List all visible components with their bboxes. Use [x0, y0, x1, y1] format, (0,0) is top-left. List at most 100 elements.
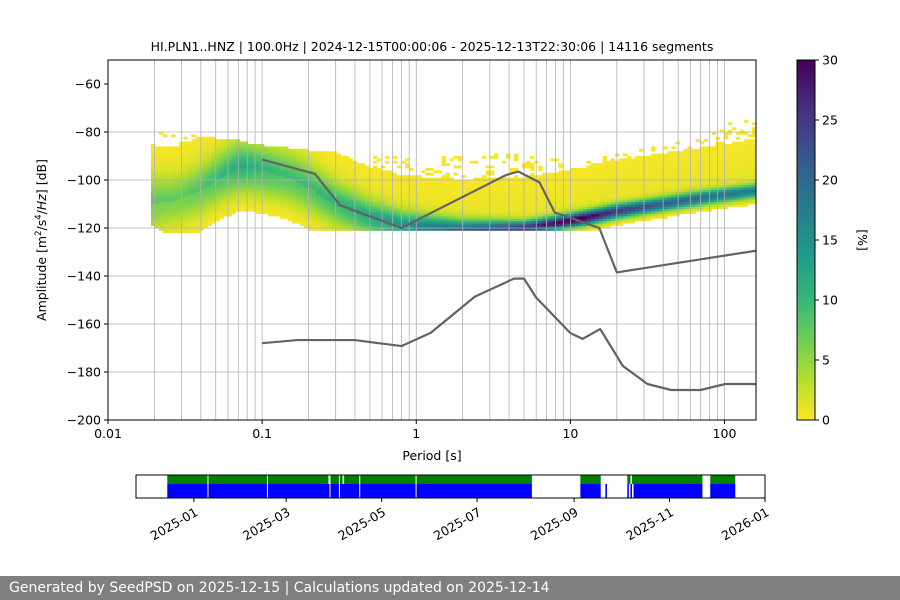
psd-cell	[582, 196, 587, 200]
psd-cell	[509, 204, 515, 207]
psd-cell	[485, 194, 491, 198]
psd-cell	[574, 194, 579, 198]
psd-cell	[449, 196, 454, 200]
psd-cell	[348, 170, 354, 174]
psd-cell	[405, 187, 410, 190]
psd-cell	[199, 206, 204, 210]
psd-cell	[388, 225, 394, 229]
psd-cell	[405, 165, 410, 169]
psd-cell	[263, 201, 269, 205]
psd-cell	[679, 199, 684, 202]
psd-cell	[578, 211, 583, 214]
psd-cell	[465, 182, 471, 186]
psd-cell	[723, 170, 729, 174]
psd-cell	[751, 139, 756, 142]
psd-cell	[602, 177, 608, 181]
psd-cell	[191, 213, 196, 217]
psd-cell	[388, 180, 394, 183]
psd-cell	[288, 216, 293, 219]
psd-cell	[747, 172, 753, 176]
psd-cell	[667, 175, 672, 178]
psd-cell	[409, 199, 414, 202]
psd-cell	[590, 184, 596, 188]
psd-cell	[167, 153, 172, 157]
psd-cell	[223, 208, 228, 212]
psd-cell	[348, 165, 354, 169]
psd-cell	[727, 132, 733, 135]
psd-cell	[401, 223, 406, 226]
psd-cell	[324, 163, 329, 166]
psd-cell	[336, 196, 341, 200]
psd-cell	[538, 208, 543, 212]
psd-cell	[372, 182, 378, 186]
psd-cell	[477, 201, 483, 205]
psd-cell	[695, 187, 700, 190]
psd-cell	[187, 160, 192, 164]
psd-cell	[723, 192, 729, 195]
psd-cell	[203, 151, 208, 154]
psd-cell	[437, 213, 442, 217]
psd-cell	[348, 160, 354, 164]
psd-cell	[671, 163, 676, 166]
psd-cell	[598, 213, 604, 217]
psd-cell	[647, 160, 652, 164]
psd-cell	[215, 151, 220, 154]
psd-cell	[639, 201, 644, 205]
psd-cell	[376, 211, 382, 214]
psd-cell	[336, 216, 341, 219]
psd-cell	[594, 196, 600, 200]
psd-cell	[175, 213, 180, 217]
psd-cell	[751, 146, 756, 150]
psd-cell	[199, 148, 204, 152]
psd-cell	[159, 172, 164, 176]
psd-cell	[356, 192, 362, 195]
psd-cell	[340, 156, 345, 159]
psd-cell	[304, 206, 309, 210]
psd-cell	[405, 216, 410, 219]
psd-cell	[651, 194, 656, 198]
psd-cell	[457, 208, 462, 212]
psd-cell	[449, 213, 454, 217]
psd-cell	[485, 180, 491, 183]
psd-cell	[671, 180, 676, 183]
psd-cell	[159, 168, 164, 171]
psd-cell	[231, 194, 237, 198]
psd-cell	[679, 211, 684, 214]
psd-cell	[304, 158, 309, 162]
psd-cell	[590, 201, 596, 205]
psd-cell	[175, 201, 180, 205]
psd-cell	[550, 192, 555, 195]
psd-cell	[671, 192, 676, 195]
psd-cell	[203, 144, 208, 147]
psd-cell	[639, 182, 644, 186]
psd-cell	[727, 196, 733, 200]
psd-cell	[437, 182, 442, 186]
psd-cell	[602, 160, 608, 164]
psd-cell	[316, 158, 321, 162]
psd-cell	[195, 172, 200, 176]
psd-cell	[699, 163, 704, 166]
psd-cell	[751, 158, 756, 162]
psd-cell	[372, 180, 378, 183]
psd-cell	[582, 182, 587, 186]
availability-timeline	[167, 475, 736, 498]
psd-cell	[586, 201, 592, 205]
psd-cell	[562, 228, 567, 231]
psd-cell	[610, 216, 616, 219]
psd-cell	[308, 180, 313, 183]
psd-cell	[751, 172, 756, 176]
psd-cell	[388, 201, 394, 205]
psd-cell	[384, 213, 390, 217]
psd-cell	[655, 208, 660, 212]
psd-cell	[703, 139, 708, 142]
psd-cell	[308, 189, 313, 193]
psd-cell	[360, 184, 366, 188]
psd-cell	[594, 180, 600, 183]
psd-cell	[687, 172, 692, 176]
psd-cell	[247, 163, 253, 166]
psd-cell	[324, 196, 329, 200]
psd-cell	[215, 216, 220, 219]
psd-cell	[376, 192, 382, 195]
psd-cell	[554, 177, 559, 181]
psd-cell	[695, 199, 700, 202]
